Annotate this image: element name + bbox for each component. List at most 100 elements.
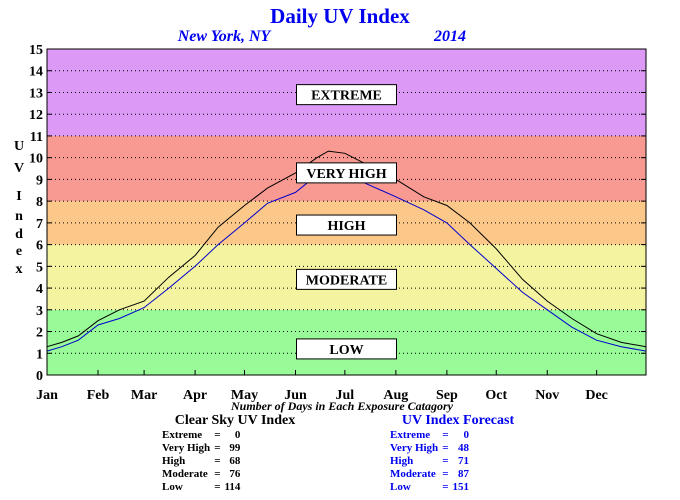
clear-sky-value-4: 114	[224, 481, 241, 493]
x-tick-label-10: Nov	[535, 388, 559, 403]
zone-label-2: HIGH	[327, 219, 365, 234]
x-tick-label-6: Jul	[336, 388, 355, 403]
y-tick-label-8: 8	[36, 195, 43, 210]
forecast-row-3: Moderate = 87	[388, 468, 471, 481]
clear-sky-sep-3: =	[214, 468, 221, 480]
y-tick-label-14: 14	[29, 65, 43, 80]
clear-sky-value-2: 68	[229, 455, 241, 467]
y-tick-label-5: 5	[36, 260, 43, 275]
forecast-table: Extreme = 0 Very High = 48 High = 71 Moderate = 87 L…	[388, 429, 471, 494]
x-tick-label-4: May	[231, 388, 258, 403]
forecast-sep-2: =	[442, 455, 449, 467]
y-tick-label-11: 11	[30, 130, 43, 145]
forecast-label-0: Extreme	[390, 429, 431, 441]
clear-sky-row-2: High = 68	[160, 455, 242, 468]
forecast-label-4: Low	[390, 481, 411, 493]
clear-sky-row-4: Low = 114	[160, 481, 242, 494]
x-axis-ticks: Jan Feb Mar Apr May Jun Jul Aug Sep Oct Nov Dec	[36, 370, 608, 403]
x-tick-label-3: Apr	[183, 388, 207, 403]
zone-label-box-3	[296, 162, 397, 184]
y-tick-label-2: 2	[36, 326, 43, 341]
zone-label-1: MODERATE	[306, 273, 387, 288]
zone-label-0: LOW	[329, 343, 363, 358]
zone-label-3: VERY HIGH	[306, 167, 386, 182]
series-line-0	[46, 150, 647, 348]
x-tick-label-8: Sep	[436, 388, 458, 403]
forecast-value-3: 87	[457, 468, 469, 480]
chart-subtitle-year: 2014	[433, 28, 466, 45]
y-label-char-0: U	[14, 139, 24, 154]
y-label-char-4: d	[15, 227, 23, 242]
forecast-stats: UV Index Forecast Extreme = 0 Very High = 48 H…	[388, 413, 528, 494]
zone-label-box-1	[296, 268, 397, 290]
forecast-row-4: Low = 151	[388, 481, 471, 494]
forecast-value-4: 151	[452, 481, 469, 493]
zone-labels: LOW MODERATE HIGH VERY HIGH EXTREME	[296, 84, 397, 360]
zone-label-box-2	[296, 214, 397, 236]
x-tick-label-9: Oct	[485, 388, 507, 403]
clear-sky-sep-4: =	[214, 481, 221, 493]
clear-sky-label-3: Moderate	[162, 468, 208, 480]
forecast-value-1: 48	[457, 442, 469, 454]
clear-sky-row-1: Very High = 99	[160, 442, 242, 455]
y-tick-label-9: 9	[36, 173, 43, 188]
forecast-sep-0: =	[442, 429, 449, 441]
zone-label-4: EXTREME	[311, 89, 382, 104]
forecast-title: UV Index Forecast	[401, 413, 515, 428]
clear-sky-sep-2: =	[214, 455, 221, 467]
clear-sky-table: Extreme = 0 Very High = 99 High = 68 Moderate = 76 L…	[160, 429, 242, 494]
forecast-label-1: Very High	[390, 442, 439, 454]
forecast-value-2: 71	[457, 455, 469, 467]
clear-sky-label-4: Low	[162, 481, 183, 493]
clear-sky-value-1: 99	[229, 442, 241, 454]
forecast-sep-1: =	[442, 442, 449, 454]
y-label-char-5: e	[16, 244, 22, 259]
forecast-sep-3: =	[442, 468, 449, 480]
y-label-char-1: V	[14, 161, 24, 176]
y-tick-label-12: 12	[29, 108, 43, 123]
x-tick-label-5: Jun	[284, 388, 307, 403]
x-tick-label-2: Mar	[131, 388, 157, 403]
y-label-char-3: n	[15, 209, 23, 224]
forecast-row-2: High = 71	[388, 455, 471, 468]
y-tick-label-1: 1	[36, 347, 43, 362]
clear-sky-title: Clear Sky UV Index	[174, 413, 296, 428]
clear-sky-value-3: 76	[229, 468, 241, 480]
chart-title: Daily UV Index	[270, 4, 410, 28]
zone-label-box-4	[296, 84, 397, 106]
x-tick-label-11: Dec	[585, 388, 608, 403]
y-tick-label-4: 4	[36, 282, 43, 297]
clear-sky-row-0: Extreme = 0	[160, 429, 242, 442]
clear-sky-label-0: Extreme	[162, 429, 203, 441]
y-tick-label-13: 13	[29, 86, 43, 101]
forecast-sep-4: =	[442, 481, 449, 493]
y-tick-label-0: 0	[36, 369, 43, 384]
y-tick-label-15: 15	[29, 43, 43, 58]
chart-subtitle-location: New York, NY	[177, 28, 272, 45]
y-tick-label-6: 6	[36, 239, 43, 254]
y-tick-label-3: 3	[36, 304, 43, 319]
forecast-row-1: Very High = 48	[388, 442, 471, 455]
clear-sky-label-1: Very High	[162, 442, 211, 454]
y-label-char-2: I	[16, 189, 21, 204]
zone-label-box-0	[296, 338, 397, 360]
forecast-label-3: Moderate	[390, 468, 436, 480]
forecast-label-2: High	[390, 455, 414, 467]
clear-sky-label-2: High	[162, 455, 186, 467]
plot-frame	[46, 48, 647, 376]
x-tick-label-7: Aug	[383, 388, 408, 403]
clear-sky-stats: Clear Sky UV Index Extreme = 0 Very High = 99…	[160, 413, 310, 494]
x-tick-label-0: Jan	[36, 388, 58, 403]
x-tick-label-1: Feb	[87, 388, 110, 403]
forecast-row-0: Extreme = 0	[388, 429, 471, 442]
clear-sky-sep-1: =	[214, 442, 221, 454]
y-tick-label-10: 10	[29, 152, 43, 167]
y-tick-label-7: 7	[36, 217, 43, 232]
y-label-char-6: x	[16, 262, 23, 277]
clear-sky-value-0: 0	[234, 429, 241, 441]
clear-sky-sep-0: =	[214, 429, 221, 441]
x-axis-label: Number of Days in Each Exposure Catagory	[230, 399, 454, 413]
